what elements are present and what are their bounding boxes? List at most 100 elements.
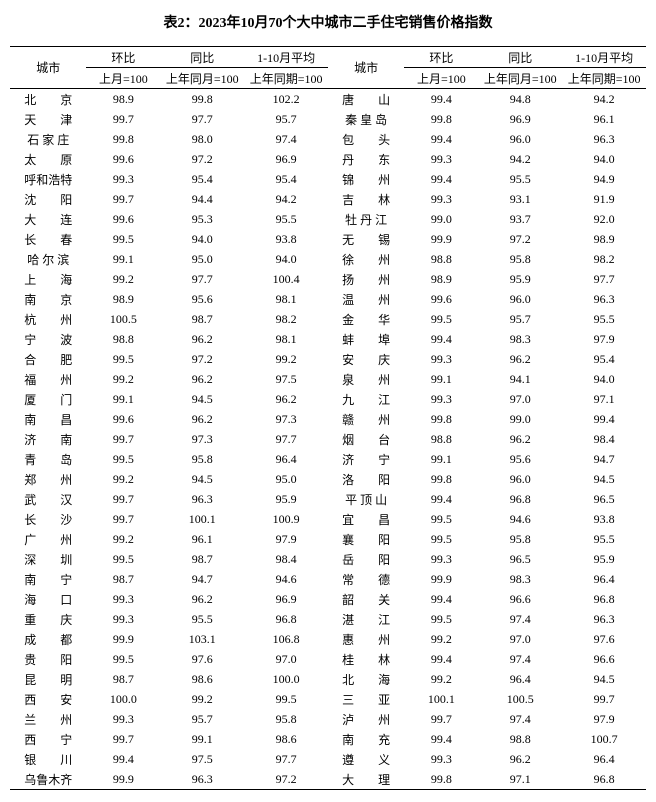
yoy-left: 99.2: [160, 689, 244, 709]
avg-right: 96.3: [562, 129, 646, 149]
mom-left: 99.7: [86, 509, 160, 529]
yoy-left: 97.2: [160, 349, 244, 369]
city-left: 呼和浩特: [10, 169, 86, 189]
mom-left: 99.5: [86, 349, 160, 369]
table-row: 青 岛99.595.896.4济 宁99.195.694.7: [10, 449, 646, 469]
mom-left: 99.7: [86, 429, 160, 449]
mom-right: 99.1: [404, 369, 478, 389]
avg-right: 98.4: [562, 429, 646, 449]
mom-right: 99.3: [404, 389, 478, 409]
avg-left: 98.2: [244, 309, 328, 329]
mom-right: 99.3: [404, 149, 478, 169]
yoy-left: 96.2: [160, 329, 244, 349]
table-row: 长 沙99.7100.1100.9宜 昌99.594.693.8: [10, 509, 646, 529]
city-left: 福 州: [10, 369, 86, 389]
col-yoy-right: 同比: [478, 47, 562, 68]
yoy-right: 96.2: [478, 349, 562, 369]
city-left: 兰 州: [10, 709, 86, 729]
table-row: 天 津99.797.795.7秦 皇 岛99.896.996.1: [10, 109, 646, 129]
table-row: 哈 尔 滨99.195.094.0徐 州98.895.898.2: [10, 249, 646, 269]
city-right: 襄 阳: [328, 529, 404, 549]
avg-left: 98.1: [244, 329, 328, 349]
mom-left: 98.9: [86, 89, 160, 110]
mom-left: 99.9: [86, 629, 160, 649]
city-right: 南 充: [328, 729, 404, 749]
table-row: 广 州99.296.197.9襄 阳99.595.895.5: [10, 529, 646, 549]
city-left: 青 岛: [10, 449, 86, 469]
yoy-right: 97.4: [478, 709, 562, 729]
city-left: 武 汉: [10, 489, 86, 509]
mom-left: 99.9: [86, 769, 160, 790]
table-row: 厦 门99.194.596.2九 江99.397.097.1: [10, 389, 646, 409]
mom-right: 99.4: [404, 729, 478, 749]
city-right: 吉 林: [328, 189, 404, 209]
avg-left: 98.4: [244, 549, 328, 569]
yoy-left: 95.4: [160, 169, 244, 189]
yoy-right: 94.2: [478, 149, 562, 169]
avg-right: 100.7: [562, 729, 646, 749]
city-left: 西 宁: [10, 729, 86, 749]
mom-left: 99.2: [86, 529, 160, 549]
yoy-right: 96.2: [478, 749, 562, 769]
city-right: 大 理: [328, 769, 404, 790]
city-left: 宁 波: [10, 329, 86, 349]
yoy-left: 95.7: [160, 709, 244, 729]
avg-right: 96.5: [562, 489, 646, 509]
table-row: 合 肥99.597.299.2安 庆99.396.295.4: [10, 349, 646, 369]
city-left: 上 海: [10, 269, 86, 289]
yoy-left: 98.7: [160, 309, 244, 329]
yoy-right: 94.6: [478, 509, 562, 529]
yoy-right: 96.5: [478, 549, 562, 569]
city-left: 银 川: [10, 749, 86, 769]
mom-right: 99.4: [404, 169, 478, 189]
avg-left: 93.8: [244, 229, 328, 249]
mom-left: 99.1: [86, 389, 160, 409]
avg-right: 91.9: [562, 189, 646, 209]
table-row: 昆 明98.798.6100.0北 海99.296.494.5: [10, 669, 646, 689]
avg-left: 99.5: [244, 689, 328, 709]
mom-left: 99.6: [86, 409, 160, 429]
yoy-right: 95.7: [478, 309, 562, 329]
city-right: 泸 州: [328, 709, 404, 729]
yoy-right: 95.8: [478, 529, 562, 549]
city-right: 包 头: [328, 129, 404, 149]
city-right: 丹 东: [328, 149, 404, 169]
mom-right: 100.1: [404, 689, 478, 709]
city-left: 厦 门: [10, 389, 86, 409]
table-row: 北 京98.999.8102.2唐 山99.494.894.2: [10, 89, 646, 110]
table-row: 武 汉99.796.395.9平 顶 山99.496.896.5: [10, 489, 646, 509]
yoy-left: 94.7: [160, 569, 244, 589]
yoy-right: 94.8: [478, 89, 562, 110]
mom-right: 99.4: [404, 649, 478, 669]
city-right: 唐 山: [328, 89, 404, 110]
city-right: 安 庆: [328, 349, 404, 369]
avg-left: 96.2: [244, 389, 328, 409]
city-right: 北 海: [328, 669, 404, 689]
mom-left: 99.5: [86, 549, 160, 569]
city-right: 三 亚: [328, 689, 404, 709]
avg-right: 98.9: [562, 229, 646, 249]
yoy-left: 94.0: [160, 229, 244, 249]
city-right: 扬 州: [328, 269, 404, 289]
yoy-right: 98.3: [478, 569, 562, 589]
mom-right: 99.5: [404, 309, 478, 329]
mom-right: 99.4: [404, 589, 478, 609]
mom-right: 99.9: [404, 229, 478, 249]
mom-right: 99.1: [404, 449, 478, 469]
avg-right: 97.9: [562, 709, 646, 729]
yoy-left: 100.1: [160, 509, 244, 529]
yoy-left: 94.4: [160, 189, 244, 209]
mom-left: 99.6: [86, 209, 160, 229]
city-left: 海 口: [10, 589, 86, 609]
avg-right: 98.2: [562, 249, 646, 269]
city-left: 南 宁: [10, 569, 86, 589]
mom-right: 99.9: [404, 569, 478, 589]
city-left: 长 沙: [10, 509, 86, 529]
col-avg-sub-right: 上年同期=100: [562, 68, 646, 89]
city-left: 济 南: [10, 429, 86, 449]
city-right: 洛 阳: [328, 469, 404, 489]
yoy-right: 96.0: [478, 469, 562, 489]
avg-left: 95.9: [244, 489, 328, 509]
yoy-left: 98.6: [160, 669, 244, 689]
avg-left: 95.7: [244, 109, 328, 129]
